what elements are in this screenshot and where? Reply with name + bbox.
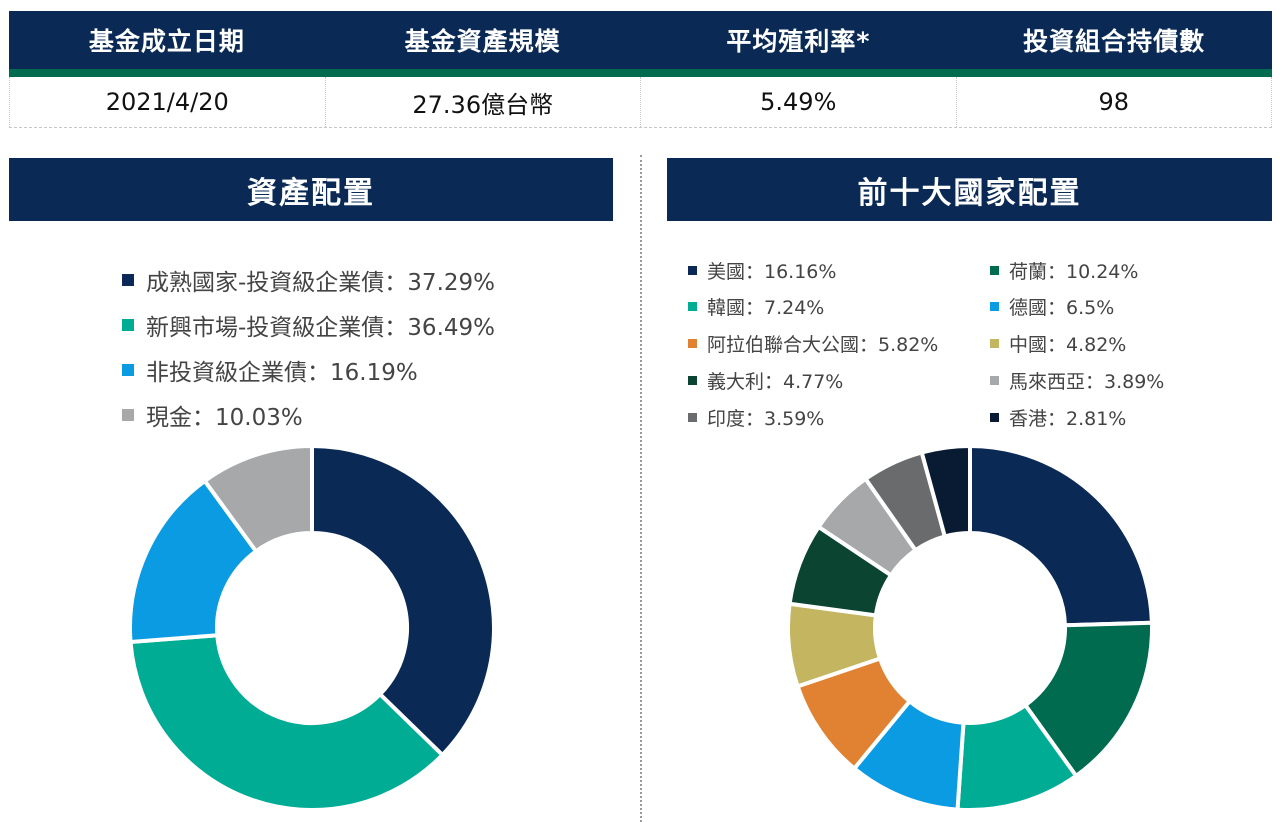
- legend-swatch: [688, 339, 697, 349]
- legend-label: 德國：6.5%: [1009, 297, 1115, 320]
- asset-allocation-title: 資產配置: [9, 158, 613, 221]
- legend-label: 阿拉伯聯合大公國：5.82%: [707, 334, 939, 357]
- legend-swatch: [990, 302, 999, 312]
- asset-allocation-legend: 成熟國家-投資級企業債：37.29% 新興市場-投資級企業債：36.49% 非投資級…: [122, 257, 495, 437]
- legend-swatch: [122, 363, 134, 376]
- top-ten-countries-title: 前十大國家配置: [667, 158, 1272, 221]
- header-average-yield: 平均殖利率*: [726, 27, 871, 56]
- legend-swatch: [990, 375, 999, 385]
- value-inception-date: 2021/4/20: [9, 77, 325, 127]
- donut-slice: [201, 443, 314, 555]
- legend-label: 非投資級企業債：16.19%: [146, 359, 418, 386]
- fund-summary-table: 基金成立日期 基金資產規模 平均殖利率* 投資組合持債數 2021/4/20 2…: [9, 11, 1272, 128]
- legend-swatch: [688, 375, 697, 385]
- legend-swatch: [688, 412, 697, 422]
- summary-header-row: 基金成立日期 基金資產規模 平均殖利率* 投資組合持債數: [9, 11, 1272, 69]
- legend-item: 馬來西亞：3.89%: [990, 363, 1164, 397]
- legend-label: 荷蘭：10.24%: [1009, 260, 1139, 283]
- legend-label: 韓國：7.24%: [707, 297, 825, 320]
- legend-label: 中國：4.82%: [1009, 334, 1127, 357]
- legend-label: 現金：10.03%: [146, 404, 303, 431]
- legend-swatch: [990, 339, 999, 349]
- summary-green-stripe: [9, 69, 1272, 77]
- legend-swatch: [122, 408, 134, 421]
- legend-swatch: [990, 265, 999, 275]
- legend-item: 非投資級企業債：16.19%: [122, 347, 495, 392]
- value-holdings-count: 98: [955, 77, 1272, 127]
- legend-item: 韓國：7.24%: [688, 290, 824, 324]
- legend-label: 印度：3.59%: [707, 407, 825, 430]
- header-holdings-count: 投資組合持債數: [1023, 27, 1206, 56]
- legend-item: 新興市場-投資級企業債：36.49%: [122, 302, 495, 347]
- legend-item: 香港：2.81%: [990, 400, 1126, 434]
- legend-swatch: [122, 273, 134, 286]
- legend-item: 印度：3.59%: [688, 400, 824, 434]
- country-allocation-donut: [786, 443, 1154, 812]
- legend-swatch: [688, 265, 697, 275]
- legend-swatch: [990, 412, 999, 422]
- value-fund-size: 27.36億台幣: [324, 77, 641, 127]
- legend-label: 新興市場-投資級企業債：36.49%: [146, 314, 495, 341]
- donut-slice: [968, 443, 1154, 628]
- legend-item: 現金：10.03%: [122, 392, 495, 437]
- legend-item: 美國：16.16%: [688, 253, 836, 287]
- donut-slice: [128, 633, 446, 812]
- header-inception-date: 基金成立日期: [88, 27, 245, 56]
- asset-allocation-donut: [128, 443, 496, 812]
- donut-slice: [919, 443, 972, 539]
- legend-item: 阿拉伯聯合大公國：5.82%: [688, 327, 938, 361]
- legend-label: 美國：16.16%: [707, 260, 837, 283]
- summary-value-row: 2021/4/20 27.36億台幣 5.49% 98: [9, 77, 1272, 128]
- legend-label: 成熟國家-投資級企業債：37.29%: [146, 269, 495, 296]
- legend-item: 荷蘭：10.24%: [990, 253, 1138, 287]
- legend-swatch: [688, 302, 697, 312]
- legend-item: 德國：6.5%: [990, 290, 1114, 324]
- donut-slice: [128, 478, 259, 645]
- header-fund-size: 基金資產規模: [404, 27, 561, 56]
- donut-slice: [310, 443, 496, 758]
- legend-item: 中國：4.82%: [990, 327, 1126, 361]
- legend-label: 馬來西亞：3.89%: [1009, 370, 1165, 393]
- legend-item: 義大利：4.77%: [688, 363, 843, 397]
- legend-item: 成熟國家-投資級企業債：37.29%: [122, 257, 495, 302]
- value-average-yield: 5.49%: [640, 77, 956, 127]
- panel-divider: [640, 155, 642, 822]
- legend-label: 香港：2.81%: [1009, 407, 1127, 430]
- legend-label: 義大利：4.77%: [707, 370, 844, 393]
- legend-swatch: [122, 318, 134, 331]
